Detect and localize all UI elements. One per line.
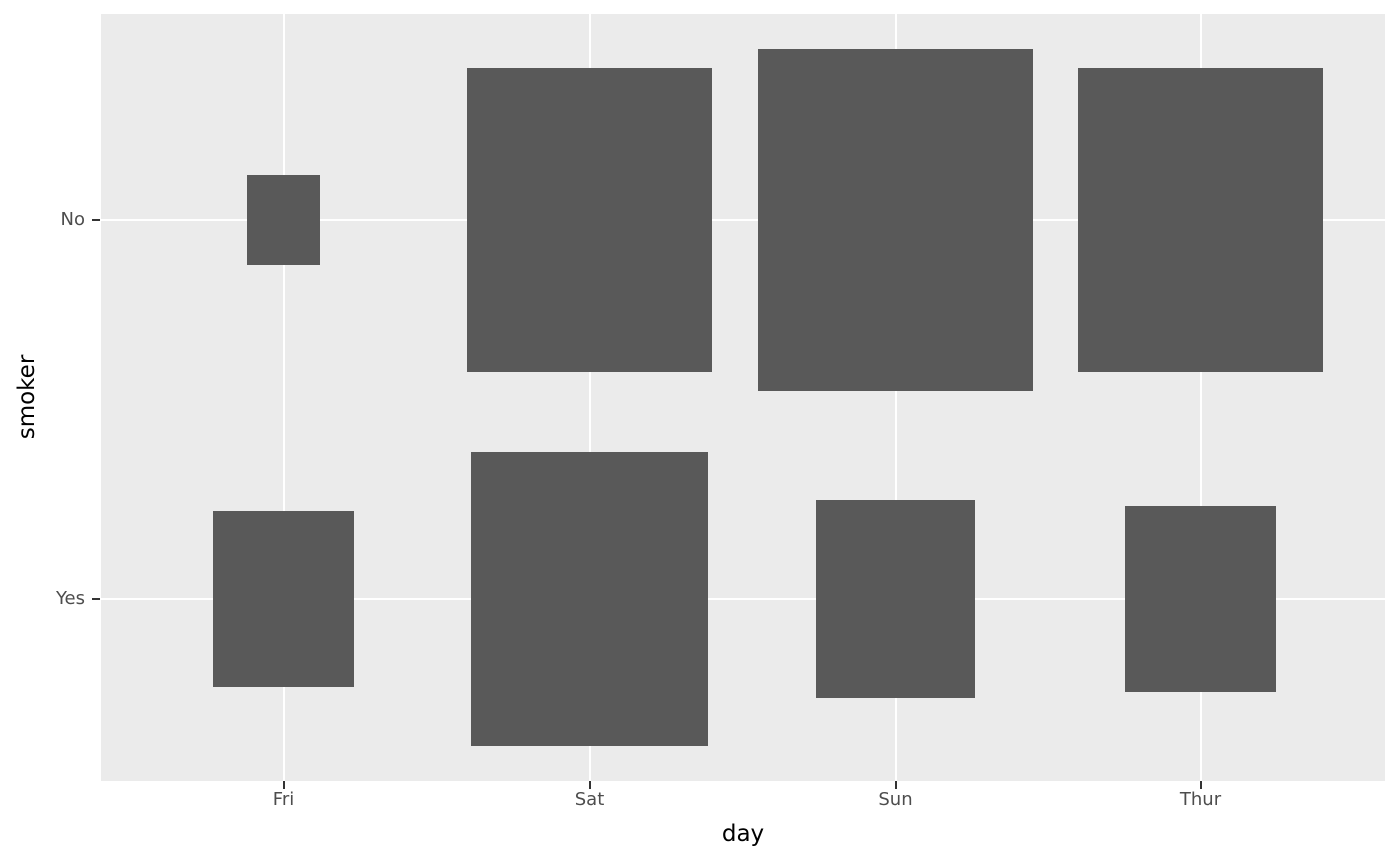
count-square-thur-no (1078, 68, 1323, 372)
count-square-fri-no (247, 174, 320, 266)
x-tick-thur (1199, 781, 1202, 789)
y-tick-label-yes: Yes (55, 588, 85, 609)
x-gridline-sun (894, 14, 897, 781)
x-tick-label-sat: Sat (574, 789, 605, 810)
count-square-sat-no (467, 68, 712, 372)
x-gridline-fri (282, 14, 285, 781)
x-gridline-sat (588, 14, 591, 781)
x-tick-label-fri: Fri (272, 789, 295, 810)
count-square-sun-no (757, 49, 1034, 391)
count-square-thur-yes (1125, 505, 1276, 693)
y-axis-title: smoker (14, 354, 40, 440)
count-square-fri-yes (212, 511, 355, 687)
x-tick-sat (588, 781, 591, 789)
y-tick-label-no: No (60, 209, 85, 230)
x-tick-fri (282, 781, 285, 789)
x-tick-label-thur: Thur (1179, 789, 1222, 810)
x-gridline-thur (1199, 14, 1202, 781)
y-tick-yes (92, 598, 100, 600)
y-tick-no (92, 219, 100, 221)
count-square-sat-yes (471, 452, 708, 746)
x-tick-sun (894, 781, 897, 789)
x-axis-title: day (721, 821, 765, 847)
y-gridline-yes (101, 598, 1385, 600)
x-tick-label-sun: Sun (878, 789, 913, 810)
y-gridline-no (101, 219, 1385, 221)
count-square-sun-yes (816, 500, 975, 698)
